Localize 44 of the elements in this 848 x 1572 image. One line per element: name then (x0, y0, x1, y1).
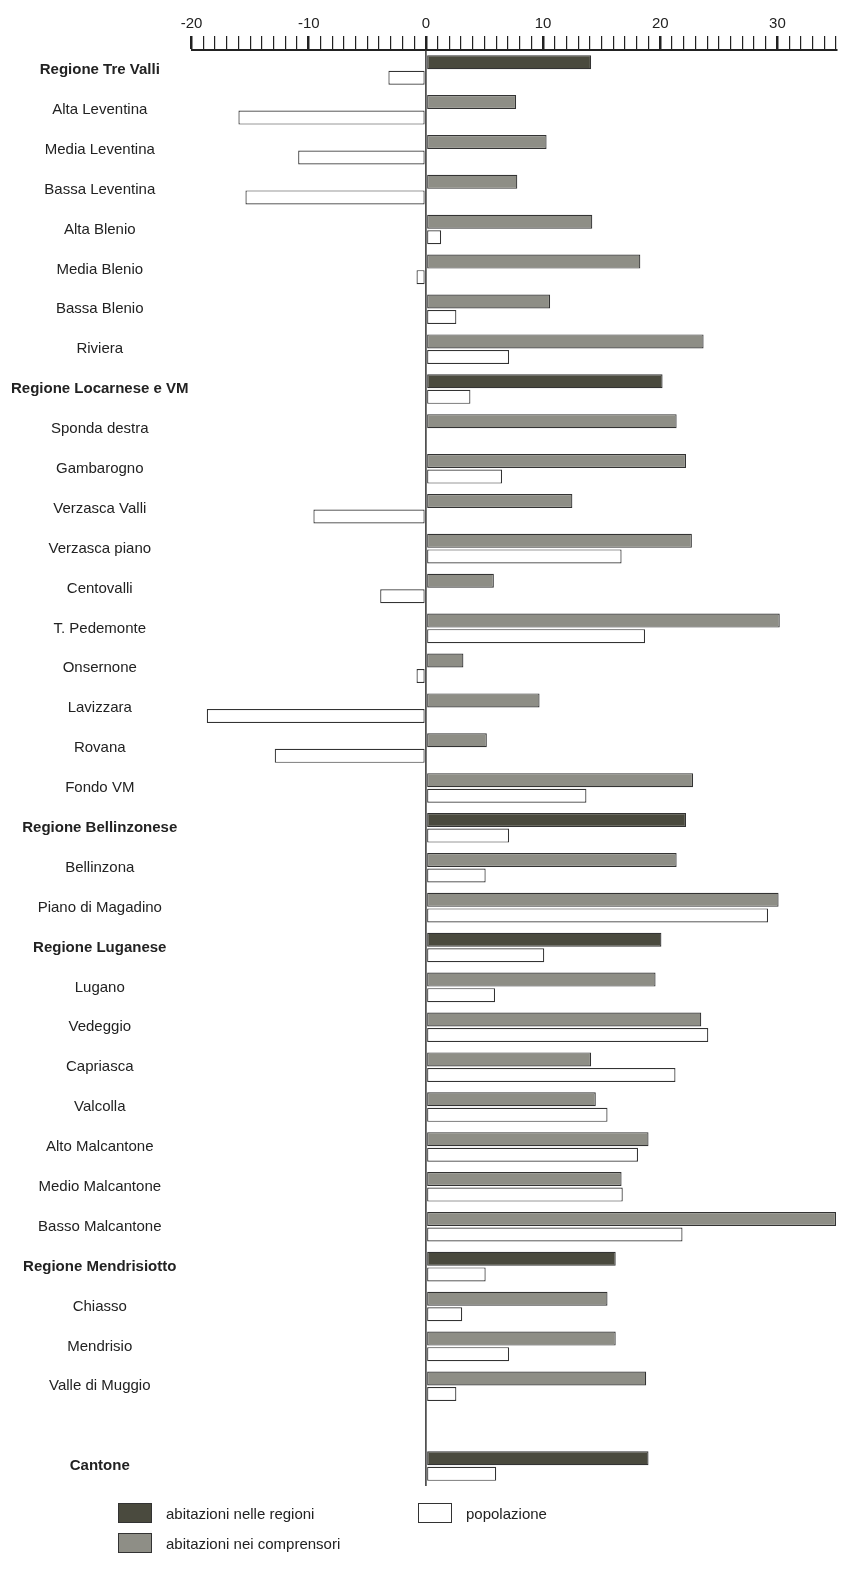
y-tick-label: Alto Malcantone (45, 1137, 154, 1155)
y-tick-label: Verzasca piano (48, 538, 152, 556)
series-label: popolazione (466, 1504, 547, 1522)
x-tick-label: 20 (651, 14, 669, 32)
y-tick-label: Vedeggio (68, 1017, 132, 1035)
y-tick-label: Regione Tre Valli (39, 60, 160, 78)
y-tick-label: Onsernone (62, 658, 137, 676)
y-tick-label: Chiasso (72, 1296, 127, 1314)
y-tick-label: Mendrisio (67, 1336, 133, 1354)
x-tick-label: -20 (180, 14, 203, 32)
y-tick-label: Gambarogno (56, 458, 144, 476)
y-tick-label: Alta Blenio (63, 219, 136, 237)
y-tick-label: Fondo VM (65, 778, 135, 796)
y-tick-label: Sponda destra (50, 419, 150, 437)
x-tick-label: 10 (534, 14, 552, 32)
y-tick-label: T. Pedemonte (53, 618, 147, 636)
x-tick-label: 0 (421, 14, 431, 32)
y-tick-label: Media Blenio (56, 259, 144, 277)
y-tick-label: Regione Locarnese e VM (11, 379, 189, 397)
y-tick-label: Media Leventina (44, 139, 156, 157)
y-tick-label: Basso Malcantone (38, 1216, 162, 1234)
y-tick-label: Lavizzara (67, 698, 133, 716)
y-tick-label: Valle di Muggio (49, 1376, 151, 1394)
y-tick-label: Rovana (73, 738, 127, 756)
y-tick-label: Verzasca Valli (53, 498, 147, 516)
y-tick-label: Cantone (69, 1456, 130, 1474)
y-tick-label: Riviera (76, 339, 124, 357)
y-tick-label: Bassa Blenio (56, 299, 144, 317)
y-tick-label: Regione Bellinzonese (22, 817, 178, 835)
y-tick-label: Piano di Magadino (37, 897, 162, 915)
y-tick-label: Bellinzona (65, 857, 136, 875)
y-tick-label: Regione Luganese (33, 937, 167, 955)
y-tick-label: Valcolla (74, 1097, 127, 1115)
y-tick-label: Alta Leventina (52, 99, 148, 117)
x-tick-label: 30 (769, 14, 786, 32)
y-tick-label: Medio Malcantone (38, 1176, 162, 1194)
y-tick-label: Lugano (74, 977, 125, 995)
legend-label: abitazioni nelle regioni (166, 1504, 315, 1522)
x-tick-label: -10 (297, 14, 320, 32)
y-tick-label: Bassa Leventina (44, 179, 156, 197)
y-tick-label: Centovalli (66, 578, 133, 596)
y-tick-label: Capriasca (66, 1057, 135, 1075)
y-tick-label: Regione Mendrisiotto (23, 1256, 177, 1274)
legend-label: abitazioni nei comprensori (166, 1534, 341, 1552)
